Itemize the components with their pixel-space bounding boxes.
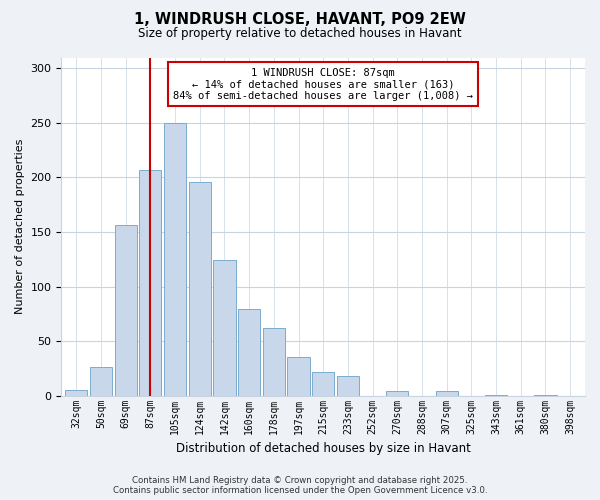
Bar xyxy=(188,182,211,396)
X-axis label: Distribution of detached houses by size in Havant: Distribution of detached houses by size … xyxy=(176,442,470,455)
Text: 1 WINDRUSH CLOSE: 87sqm
← 14% of detached houses are smaller (163)
84% of semi-d: 1 WINDRUSH CLOSE: 87sqm ← 14% of detache… xyxy=(173,68,473,101)
Y-axis label: Number of detached properties: Number of detached properties xyxy=(15,139,25,314)
Text: Size of property relative to detached houses in Havant: Size of property relative to detached ho… xyxy=(138,28,462,40)
Bar xyxy=(164,123,186,396)
Bar xyxy=(312,372,334,396)
Bar xyxy=(238,310,260,396)
Bar xyxy=(337,376,359,396)
Bar xyxy=(263,328,285,396)
Text: 1, WINDRUSH CLOSE, HAVANT, PO9 2EW: 1, WINDRUSH CLOSE, HAVANT, PO9 2EW xyxy=(134,12,466,28)
Bar xyxy=(485,394,507,396)
Bar xyxy=(90,368,112,396)
Bar xyxy=(139,170,161,396)
Bar xyxy=(115,226,137,396)
Bar xyxy=(386,392,409,396)
Bar xyxy=(65,390,88,396)
Text: Contains HM Land Registry data © Crown copyright and database right 2025.
Contai: Contains HM Land Registry data © Crown c… xyxy=(113,476,487,495)
Bar xyxy=(213,260,236,396)
Bar xyxy=(287,358,310,396)
Bar xyxy=(535,394,557,396)
Bar xyxy=(436,392,458,396)
